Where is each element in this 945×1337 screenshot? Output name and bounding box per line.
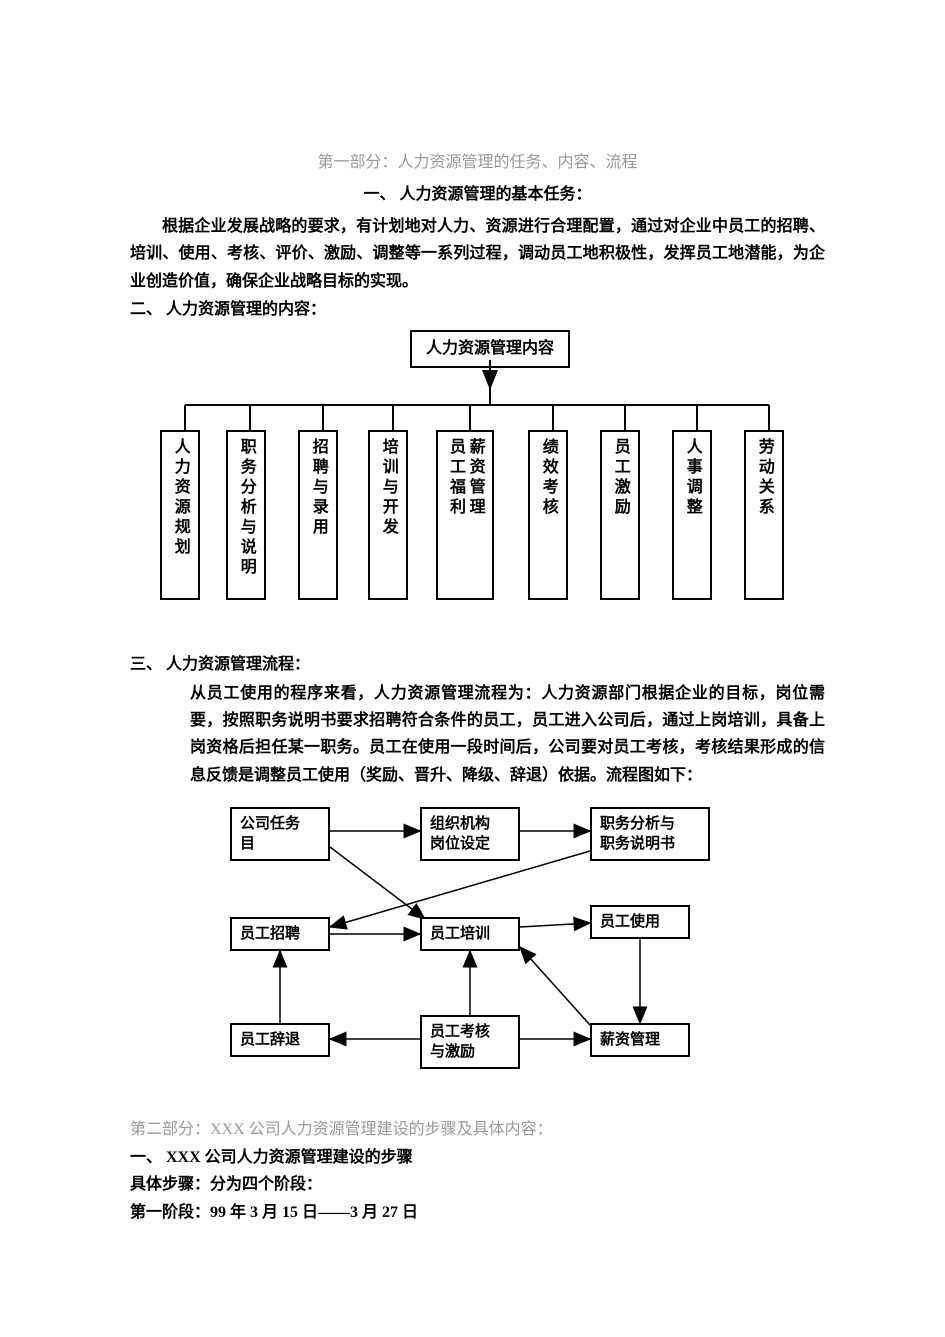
section1-heading: 一、 人力资源管理的基本任务：	[130, 182, 825, 208]
part2-title-gray: 第二部分：XXX 公司人力资源管理建设的步骤及具体内容：	[130, 1117, 825, 1143]
tree-child-label: 职务分析与说明	[237, 438, 255, 578]
tree-child-label: 招聘与录用	[309, 438, 327, 538]
flow-node-A: 公司任务目	[230, 807, 330, 862]
part2-line1: 一、 XXX 公司人力资源管理建设的步骤	[130, 1144, 825, 1171]
tree-child-node: 劳动关系	[744, 430, 784, 600]
flow-node-B: 组织机构岗位设定	[420, 807, 520, 862]
flow-node-E: 员工培训	[420, 917, 520, 951]
tree-child-node: 绩效考核	[528, 430, 568, 600]
flow-node-D: 员工招聘	[230, 917, 330, 951]
tree-child-label: 绩效考核	[539, 438, 557, 518]
section1-body: 根据企业发展战略的要求，有计划地对人力、资源进行合理配置，通过对企业中员工的招聘…	[130, 213, 825, 295]
flow-node-G: 员工辞退	[230, 1023, 330, 1057]
tree-child-label: 薪资管理	[466, 438, 484, 518]
tree-child-node: 培训与开发	[368, 430, 408, 600]
flow-node-C: 职务分析与职务说明书	[590, 807, 710, 862]
tree-child-label: 员工激励	[611, 438, 629, 518]
tree-child-label: 人事调整	[683, 438, 701, 518]
hr-process-flowchart: 公司任务目 组织机构岗位设定 职务分析与职务说明书员工招聘 员工培训 员工使用员工辞退 员…	[190, 797, 750, 1097]
flow-node-F: 员工使用	[590, 905, 690, 939]
flow-node-H: 员工考核与激励	[420, 1015, 520, 1070]
section3-body: 从员工使用的程序来看，人力资源管理流程为：人力资源部门根据企业的目标，岗位需要，…	[190, 680, 825, 789]
tree-child-label: 员工福利	[446, 438, 464, 518]
flow-node-I: 薪资管理	[590, 1023, 690, 1057]
tree-child-node: 职务分析与说明	[226, 430, 266, 600]
section3-heading: 三、 人力资源管理流程：	[130, 652, 825, 678]
part2-line3: 第一阶段：99 年 3 月 15 日——3 月 27 日	[130, 1199, 825, 1226]
tree-child-label: 人力资源规划	[171, 438, 189, 558]
hr-content-tree-chart: 人力资源管理内容 人力资源规划职务分析与说明招聘与录用培训与开发员工福利薪资管理…	[130, 330, 830, 630]
part2-line2: 具体步骤：分为四个阶段：	[130, 1171, 825, 1198]
tree-child-node: 员工激励	[600, 430, 640, 600]
tree-child-node: 人事调整	[672, 430, 712, 600]
tree-child-label: 劳动关系	[755, 438, 773, 518]
tree-child-node: 招聘与录用	[298, 430, 338, 600]
part1-title-gray: 第一部分：人力资源管理的任务、内容、流程	[130, 150, 825, 176]
tree-child-label: 培训与开发	[379, 438, 397, 538]
tree-child-node: 员工福利薪资管理	[436, 430, 494, 600]
section2-heading: 二、 人力资源管理的内容：	[130, 297, 825, 323]
tree-child-node: 人力资源规划	[160, 430, 200, 600]
